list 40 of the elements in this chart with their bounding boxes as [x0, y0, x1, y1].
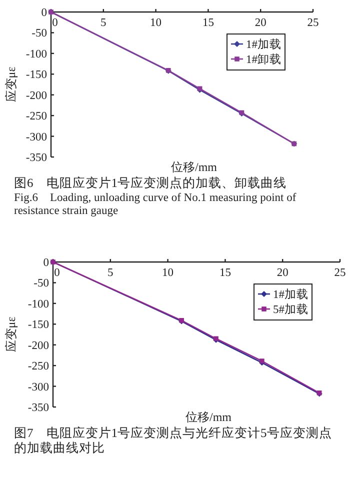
x-tick-label: 0	[54, 267, 60, 279]
x-tick-label: 25	[334, 267, 346, 279]
y-tick-label: -150	[26, 69, 48, 82]
legend-label: 1#加载	[246, 38, 282, 51]
point	[260, 358, 264, 364]
x-tick-label: 20	[254, 17, 267, 29]
y-tick-label: 0	[43, 257, 50, 269]
y-tick-label: -100	[28, 298, 50, 310]
x-tick-label: 15	[219, 267, 232, 279]
y-tick-label: 0	[41, 7, 48, 19]
y-tick-label: -150	[28, 319, 50, 332]
legend-label: 5#加载	[273, 303, 308, 316]
text: 图6 电阻应变片1号应变测点的加载、卸载曲线	[13, 176, 288, 191]
legend-label: 1#加载	[273, 288, 308, 301]
y-tick-label: -250	[28, 360, 50, 373]
x-tick-label: 25	[307, 17, 319, 29]
y-tick-label: -250	[26, 110, 48, 123]
y-tick-label: -50	[32, 28, 48, 40]
x-axis-title: 位移/mm	[185, 410, 232, 424]
y-tick-label: -300	[26, 131, 48, 144]
y-tick-label: -50	[34, 278, 50, 290]
y-tick-label: -100	[26, 48, 48, 60]
x-tick-label: 5	[100, 17, 107, 29]
x-tick-label: 5	[108, 267, 114, 279]
x-tick-label: 10	[162, 267, 174, 279]
x-tick-label: 10	[150, 17, 162, 29]
text: Fig.6 Loading, unloading curve of No.1 measuring point of resistance strain gauge	[13, 191, 298, 218]
text: 图7 电阻应变片1号应变测点与光纤应变计5号应变测点的加载曲线对比	[13, 426, 333, 456]
y-tick-label: -350	[26, 152, 48, 164]
x-tick-label: 15	[202, 17, 214, 29]
y-axis-title: 应变με	[4, 66, 18, 102]
y-tick-label: -200	[28, 340, 50, 352]
y-tick-label: -200	[26, 90, 48, 102]
x-axis-title: 位移/mm	[170, 160, 218, 174]
x-tick-label: 0	[52, 17, 58, 29]
x-tick-label: 20	[276, 267, 289, 279]
y-tick-label: -350	[28, 402, 50, 414]
legend-label: 1#卸载	[246, 53, 282, 66]
y-axis-title: 应变με	[4, 316, 18, 352]
y-tick-label: -300	[28, 381, 50, 394]
